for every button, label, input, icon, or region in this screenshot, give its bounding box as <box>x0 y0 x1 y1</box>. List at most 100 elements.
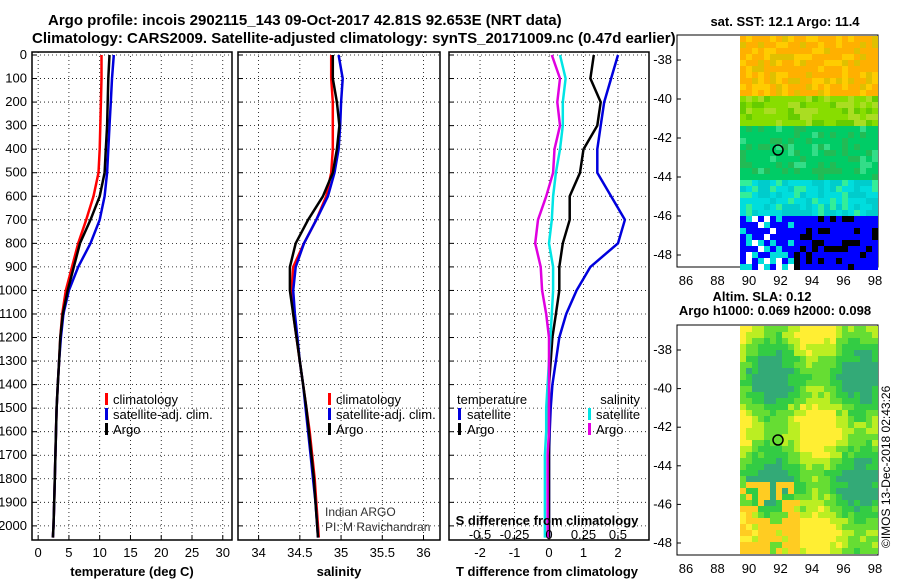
sla-cell <box>836 542 842 548</box>
sst-cell <box>740 186 746 192</box>
sst-cell <box>872 240 878 246</box>
sla-cell <box>776 452 782 458</box>
sla-cell <box>824 350 830 356</box>
sst-cell <box>872 216 878 222</box>
sst-cell <box>806 180 812 186</box>
depth-tick-label: 100 <box>5 71 27 86</box>
sla-cell <box>860 530 866 536</box>
sla-cell <box>812 404 818 410</box>
sst-cell <box>782 36 788 42</box>
sla-cell <box>770 344 776 350</box>
sla-cell <box>746 512 752 518</box>
sla-cell <box>806 368 812 374</box>
sst-cell <box>818 42 824 48</box>
x-tick-label: 34.5 <box>287 545 312 560</box>
sla-cell <box>752 332 758 338</box>
sst-cell <box>764 36 770 42</box>
sla-cell <box>746 524 752 530</box>
sla-cell <box>770 518 776 524</box>
sla-cell <box>824 404 830 410</box>
sst-cell <box>824 108 830 114</box>
sla-cell <box>770 374 776 380</box>
sst-cell <box>758 174 764 180</box>
sla-cell <box>818 440 824 446</box>
sla-cell <box>830 470 836 476</box>
sla-cell <box>866 428 872 434</box>
sla-cell <box>842 452 848 458</box>
sst-cell <box>770 84 776 90</box>
sla-cell <box>764 524 770 530</box>
sst-cell <box>806 144 812 150</box>
sla-cell <box>746 530 752 536</box>
sst-cell <box>818 228 824 234</box>
sla-cell <box>848 440 854 446</box>
sla-cell <box>794 530 800 536</box>
sla-cell <box>818 422 824 428</box>
sla-cell <box>818 530 824 536</box>
sst-cell <box>866 102 872 108</box>
sla-cell <box>758 386 764 392</box>
sst-cell <box>818 216 824 222</box>
depth-tick-label: 1900 <box>0 494 27 509</box>
sst-cell <box>854 126 860 132</box>
sla-cell <box>800 398 806 404</box>
sla-cell <box>860 470 866 476</box>
sla-cell <box>812 482 818 488</box>
sst-cell <box>854 162 860 168</box>
sla-cell <box>806 380 812 386</box>
sla-cell <box>800 512 806 518</box>
sst-cell <box>824 42 830 48</box>
sst-cell <box>764 126 770 132</box>
sla-cell <box>872 452 878 458</box>
sla-cell <box>812 356 818 362</box>
sst-argo-location-marker <box>772 144 784 156</box>
sla-cell <box>866 440 872 446</box>
sst-cell <box>752 258 758 264</box>
sla-cell <box>830 338 836 344</box>
sst-cell <box>740 234 746 240</box>
sst-cell <box>794 108 800 114</box>
latitude-tick-label: -48 <box>653 247 672 262</box>
sst-cell <box>848 126 854 132</box>
sst-cell <box>764 114 770 120</box>
sla-cell <box>812 344 818 350</box>
sst-cell <box>842 96 848 102</box>
sla-cell <box>824 458 830 464</box>
sst-cell <box>866 84 872 90</box>
sla-cell <box>842 548 848 554</box>
sla-cell <box>740 344 746 350</box>
sst-cell <box>758 180 764 186</box>
sla-cell <box>770 488 776 494</box>
sst-cell <box>860 144 866 150</box>
sla-cell <box>758 362 764 368</box>
sla-cell <box>758 464 764 470</box>
sst-cell <box>824 84 830 90</box>
sla-cell <box>740 536 746 542</box>
sst-cell <box>830 162 836 168</box>
sla-cell <box>848 398 854 404</box>
sst-cell <box>788 36 794 42</box>
depth-tick-label: 700 <box>5 212 27 227</box>
sla-cell <box>830 350 836 356</box>
sst-cell <box>782 54 788 60</box>
sla-cell <box>872 524 878 530</box>
sla-cell <box>788 512 794 518</box>
sst-cell <box>788 126 794 132</box>
sla-cell <box>782 446 788 452</box>
sst-cell <box>776 126 782 132</box>
sst-cell <box>746 60 752 66</box>
sst-cell <box>806 198 812 204</box>
sla-cell <box>860 332 866 338</box>
sst-cell <box>866 240 872 246</box>
sst-cell <box>866 36 872 42</box>
sst-cell <box>854 264 860 270</box>
sst-cell <box>830 42 836 48</box>
sla-cell <box>752 404 758 410</box>
sla-cell <box>848 380 854 386</box>
sst-cell <box>776 54 782 60</box>
sst-cell <box>860 108 866 114</box>
sst-cell <box>806 90 812 96</box>
sst-cell <box>866 192 872 198</box>
sla-cell <box>758 530 764 536</box>
sst-cell <box>830 192 836 198</box>
